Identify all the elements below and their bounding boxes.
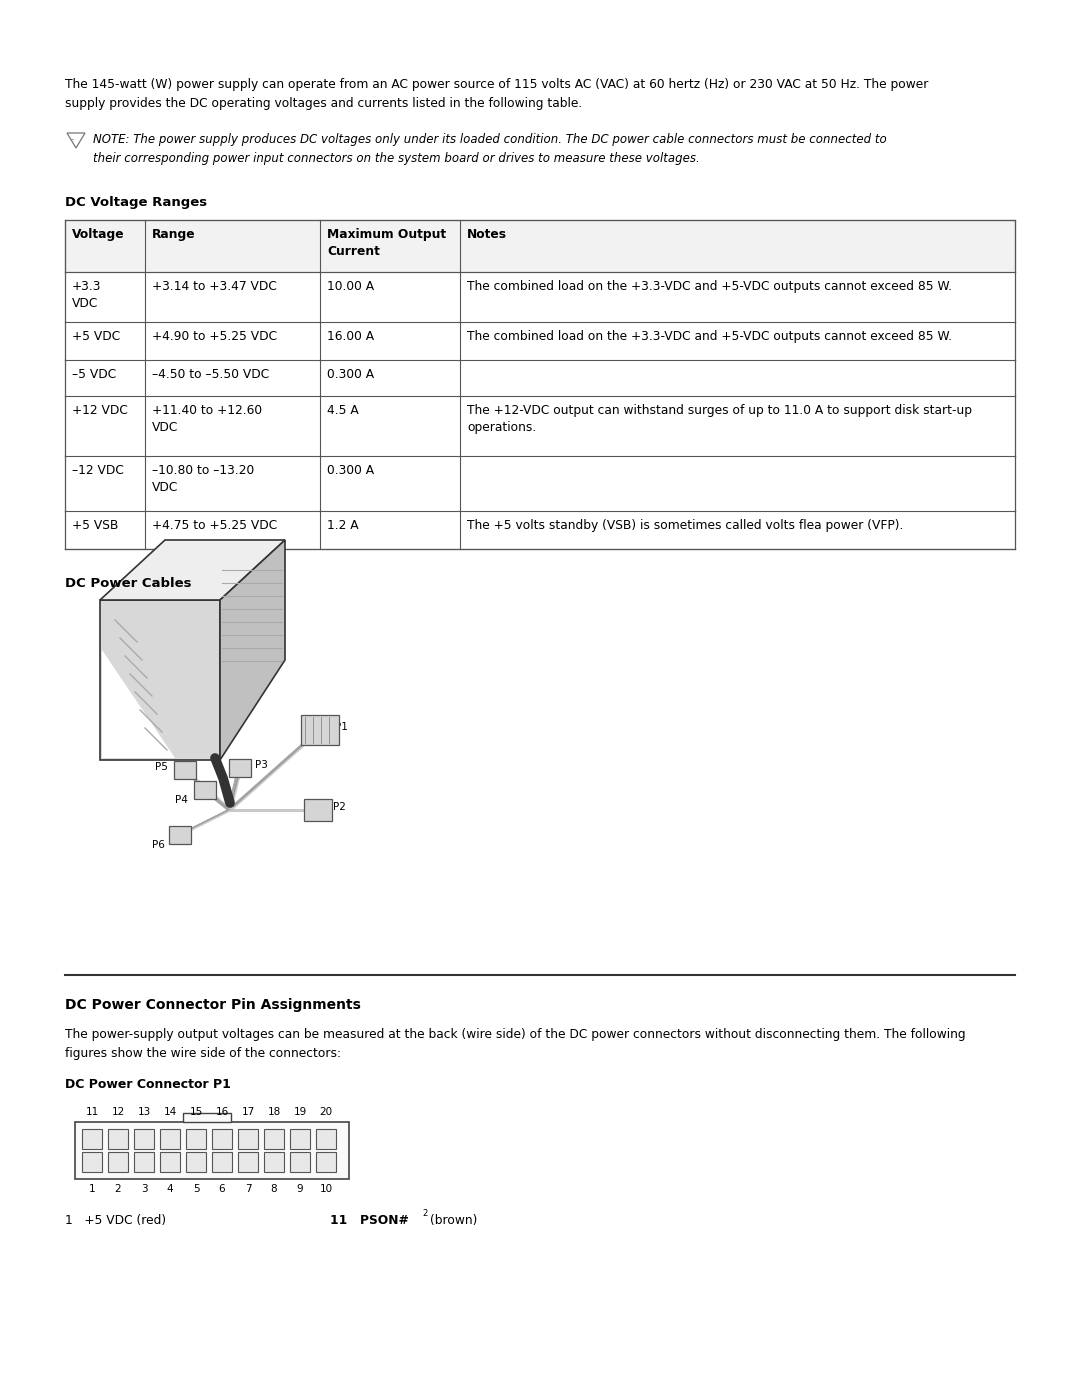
Bar xyxy=(301,715,339,745)
Text: 18: 18 xyxy=(268,1106,281,1118)
Text: –10.80 to –13.20
VDC: –10.80 to –13.20 VDC xyxy=(152,464,254,495)
Bar xyxy=(186,1129,206,1148)
Text: P5: P5 xyxy=(156,761,167,773)
Text: 6: 6 xyxy=(218,1185,226,1194)
Text: 1   +5 VDC (red): 1 +5 VDC (red) xyxy=(65,1214,166,1227)
Text: Notes: Notes xyxy=(467,228,507,242)
Text: 0.300 A: 0.300 A xyxy=(327,464,374,476)
Text: 13: 13 xyxy=(137,1106,150,1118)
Bar xyxy=(75,1122,349,1179)
Text: DC Voltage Ranges: DC Voltage Ranges xyxy=(65,196,207,210)
Text: The combined load on the +3.3-VDC and +5-VDC outputs cannot exceed 85 W.: The combined load on the +3.3-VDC and +5… xyxy=(467,330,953,344)
Text: +11.40 to +12.60
VDC: +11.40 to +12.60 VDC xyxy=(152,404,262,434)
Text: 11   PSON#: 11 PSON# xyxy=(330,1214,409,1227)
Text: 2: 2 xyxy=(422,1208,428,1218)
Text: +4.90 to +5.25 VDC: +4.90 to +5.25 VDC xyxy=(152,330,278,344)
Text: P4: P4 xyxy=(175,795,188,805)
Text: 1: 1 xyxy=(89,1185,95,1194)
Text: +4.75 to +5.25 VDC: +4.75 to +5.25 VDC xyxy=(152,520,278,532)
Bar xyxy=(186,1153,206,1172)
Bar xyxy=(108,1129,129,1148)
Text: 10: 10 xyxy=(320,1185,333,1194)
Text: 0.300 A: 0.300 A xyxy=(327,367,374,381)
Text: The +12-VDC output can withstand surges of up to 11.0 A to support disk start-up: The +12-VDC output can withstand surges … xyxy=(467,404,972,434)
Bar xyxy=(82,1129,102,1148)
Text: DC Power Connector Pin Assignments: DC Power Connector Pin Assignments xyxy=(65,997,361,1011)
Polygon shape xyxy=(100,541,285,599)
Text: +5 VSB: +5 VSB xyxy=(72,520,119,532)
Bar xyxy=(264,1153,284,1172)
Bar xyxy=(291,1129,310,1148)
Text: 20: 20 xyxy=(320,1106,333,1118)
Text: The combined load on the +3.3-VDC and +5-VDC outputs cannot exceed 85 W.: The combined load on the +3.3-VDC and +5… xyxy=(467,279,953,293)
Text: P1: P1 xyxy=(335,722,348,732)
Bar xyxy=(160,1153,180,1172)
Text: 16.00 A: 16.00 A xyxy=(327,330,374,344)
Text: DC Power Connector P1: DC Power Connector P1 xyxy=(65,1078,231,1091)
Text: 11: 11 xyxy=(85,1106,98,1118)
Text: 7: 7 xyxy=(245,1185,252,1194)
Bar xyxy=(65,219,1015,272)
Bar xyxy=(168,826,191,844)
Bar xyxy=(212,1153,232,1172)
Text: +12 VDC: +12 VDC xyxy=(72,404,127,416)
Text: P2: P2 xyxy=(333,802,346,812)
Text: +3.14 to +3.47 VDC: +3.14 to +3.47 VDC xyxy=(152,279,276,293)
Text: Maximum Output
Current: Maximum Output Current xyxy=(327,228,446,258)
Text: 19: 19 xyxy=(294,1106,307,1118)
Text: 14: 14 xyxy=(163,1106,177,1118)
Text: 16: 16 xyxy=(215,1106,229,1118)
Bar xyxy=(134,1129,154,1148)
Text: (brown): (brown) xyxy=(430,1214,477,1227)
Bar xyxy=(238,1153,258,1172)
Text: +5 VDC: +5 VDC xyxy=(72,330,120,344)
Bar xyxy=(303,799,332,821)
Bar xyxy=(291,1153,310,1172)
Text: –12 VDC: –12 VDC xyxy=(72,464,124,476)
Bar xyxy=(316,1153,336,1172)
Text: 17: 17 xyxy=(241,1106,255,1118)
Text: 4: 4 xyxy=(166,1185,173,1194)
Bar xyxy=(108,1153,129,1172)
Bar xyxy=(264,1129,284,1148)
Text: 3: 3 xyxy=(140,1185,147,1194)
Text: –4.50 to –5.50 VDC: –4.50 to –5.50 VDC xyxy=(152,367,269,381)
Text: 5: 5 xyxy=(192,1185,200,1194)
Text: P3: P3 xyxy=(255,760,268,770)
Bar xyxy=(238,1129,258,1148)
Text: Voltage: Voltage xyxy=(72,228,124,242)
Text: The +5 volts standby (VSB) is sometimes called volts flea power (VFP).: The +5 volts standby (VSB) is sometimes … xyxy=(467,520,903,532)
Bar xyxy=(134,1153,154,1172)
Text: The 145-watt (W) power supply can operate from an AC power source of 115 volts A: The 145-watt (W) power supply can operat… xyxy=(65,78,929,110)
Polygon shape xyxy=(220,541,285,760)
Text: –5 VDC: –5 VDC xyxy=(72,367,117,381)
Bar xyxy=(174,761,195,780)
Text: 9: 9 xyxy=(297,1185,303,1194)
Bar xyxy=(82,1153,102,1172)
Text: DC Power Cables: DC Power Cables xyxy=(65,577,191,590)
Text: Range: Range xyxy=(152,228,195,242)
Text: 1.2 A: 1.2 A xyxy=(327,520,359,532)
Bar xyxy=(229,759,251,777)
Text: The power-supply output voltages can be measured at the back (wire side) of the : The power-supply output voltages can be … xyxy=(65,1028,966,1060)
Bar xyxy=(316,1129,336,1148)
Text: NOTE: The power supply produces DC voltages only under its loaded condition. The: NOTE: The power supply produces DC volta… xyxy=(93,133,887,165)
Text: 10.00 A: 10.00 A xyxy=(327,279,374,293)
Text: +3.3
VDC: +3.3 VDC xyxy=(72,279,102,310)
Text: P6: P6 xyxy=(152,840,165,849)
Text: 15: 15 xyxy=(189,1106,203,1118)
Bar xyxy=(212,1129,232,1148)
Polygon shape xyxy=(100,599,220,760)
Text: 4.5 A: 4.5 A xyxy=(327,404,359,416)
Text: 12: 12 xyxy=(111,1106,124,1118)
Bar xyxy=(194,781,216,799)
Bar xyxy=(183,1113,231,1122)
Text: 8: 8 xyxy=(271,1185,278,1194)
Polygon shape xyxy=(102,650,175,759)
Text: 2: 2 xyxy=(114,1185,121,1194)
Bar xyxy=(160,1129,180,1148)
